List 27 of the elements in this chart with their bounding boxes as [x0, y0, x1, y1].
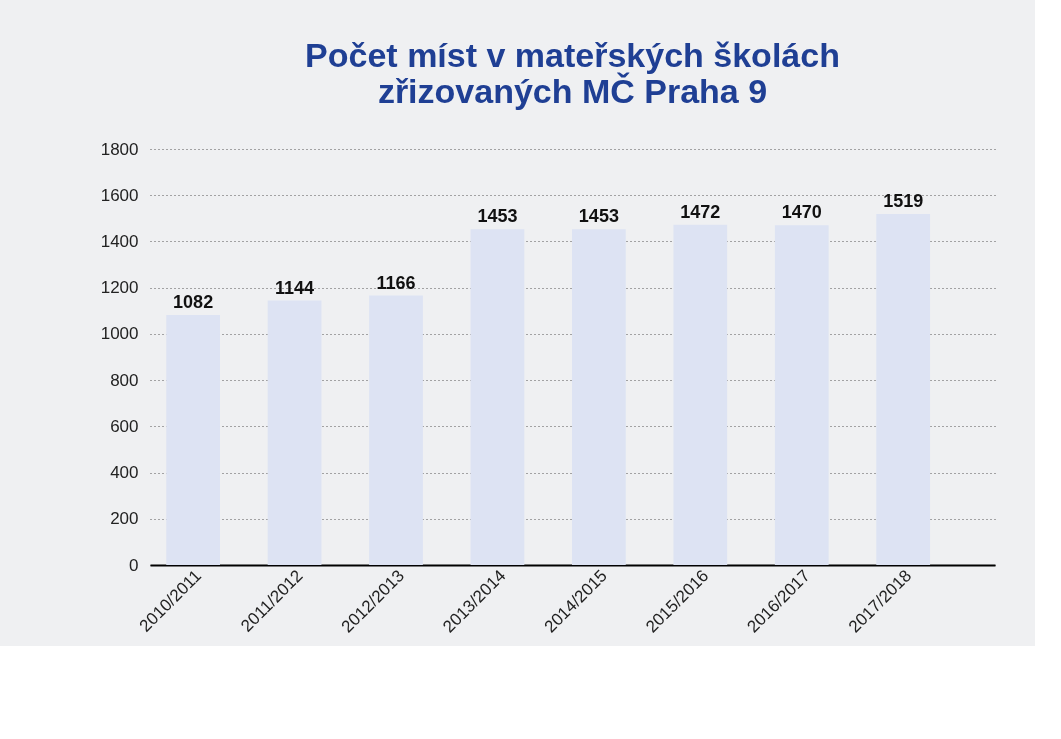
data-label: 1166	[376, 272, 416, 293]
y-tick-label: 1200	[100, 278, 139, 298]
y-tick-label: 1400	[100, 231, 139, 251]
bar	[166, 314, 220, 565]
y-tick-label: 1000	[100, 324, 139, 344]
y-tick-label: 400	[110, 463, 139, 483]
bar	[267, 300, 322, 565]
y-tick-label: 800	[110, 370, 139, 390]
bar	[571, 229, 626, 565]
bar	[876, 213, 931, 565]
data-label: 1144	[275, 277, 315, 298]
y-tick-label: 1600	[100, 185, 139, 205]
data-label: 1470	[781, 202, 822, 223]
data-label: 1453	[578, 206, 619, 227]
bar	[369, 295, 423, 565]
y-tick-label: 0	[129, 555, 139, 575]
y-tick-label: 600	[110, 416, 139, 436]
data-label: 1519	[883, 190, 924, 211]
bar	[774, 225, 829, 565]
data-label: 1472	[680, 201, 721, 222]
y-tick-label: 1800	[100, 139, 139, 159]
data-label: 1082	[173, 291, 214, 312]
chart-title: Počet míst v mateřských školách zřizovaných MČ Praha 9	[305, 36, 840, 110]
y-tick-label: 200	[110, 509, 139, 529]
bar	[673, 224, 728, 565]
bar	[470, 229, 525, 565]
data-label: 1453	[477, 206, 518, 227]
